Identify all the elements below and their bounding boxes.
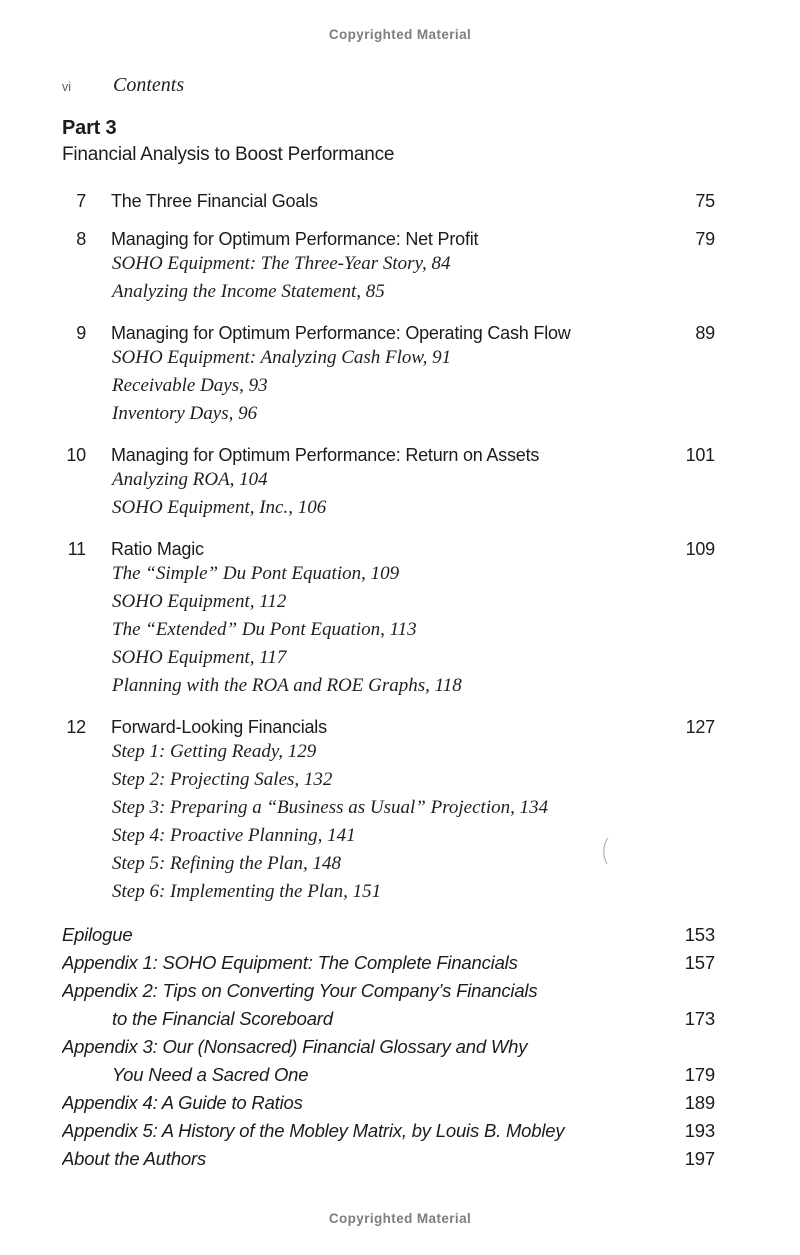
subsection-entry: SOHO Equipment: The Three-Year Story, 84 xyxy=(112,253,451,274)
backmatter-page-number: 197 xyxy=(684,1148,715,1169)
backmatter-title: Appendix 2: Tips on Converting Your Comp… xyxy=(62,980,538,1001)
subsection-entry: Step 2: Projecting Sales, 132 xyxy=(112,769,333,790)
backmatter-title: Appendix 1: SOHO Equipment: The Complete… xyxy=(62,952,518,973)
backmatter-page-number: 179 xyxy=(684,1064,715,1085)
chapter-row: 12 Forward-Looking Financials 127 xyxy=(62,716,715,738)
backmatter-entry-appendix-2-continued: to the Financial Scoreboard 173 xyxy=(62,1005,715,1033)
subsection-entry: SOHO Equipment, 117 xyxy=(112,647,287,668)
subsection-entry: Inventory Days, 96 xyxy=(112,403,258,424)
subsection-entry: Step 1: Getting Ready, 129 xyxy=(112,741,317,762)
chapter-row: 8 Managing for Optimum Performance: Net … xyxy=(62,228,715,250)
backmatter-title: Appendix 3: Our (Nonsacred) Financial Gl… xyxy=(62,1036,528,1057)
backmatter-entry-appendix-1: Appendix 1: SOHO Equipment: The Complete… xyxy=(62,949,715,977)
chapter-row: 9 Managing for Optimum Performance: Oper… xyxy=(62,322,715,344)
backmatter-page-number: 173 xyxy=(684,1008,715,1029)
part-title: Financial Analysis to Boost Performance xyxy=(62,144,395,165)
chapter-title: Ratio Magic xyxy=(111,539,204,559)
chapter-page-number: 79 xyxy=(695,229,715,249)
chapter-toc-list: 7 The Three Financial Goals 75 8 Managin… xyxy=(62,190,715,906)
backmatter-title: Appendix 4: A Guide to Ratios xyxy=(62,1092,303,1113)
chapter-title: Managing for Optimum Performance: Return… xyxy=(111,445,540,465)
chapter-page-number: 89 xyxy=(695,323,715,343)
subsection-entry: Step 6: Implementing the Plan, 151 xyxy=(112,881,382,902)
backmatter-page-number: 157 xyxy=(684,952,715,973)
backmatter-entry-appendix-3: Appendix 3: Our (Nonsacred) Financial Gl… xyxy=(62,1033,715,1061)
backmatter-entry-appendix-4: Appendix 4: A Guide to Ratios 189 xyxy=(62,1089,715,1117)
chapter-page-number: 127 xyxy=(685,717,716,737)
toc-chapter-12: 12 Forward-Looking Financials 127 Step 1… xyxy=(62,716,715,906)
subsection-entry: The “Extended” Du Pont Equation, 113 xyxy=(112,619,417,640)
backmatter-page-number: 153 xyxy=(684,924,715,945)
chapter-row: 11 Ratio Magic 109 xyxy=(62,538,715,560)
chapter-number: 9 xyxy=(76,323,86,343)
chapter-title: Forward-Looking Financials xyxy=(111,717,327,737)
subsection-entry: Analyzing the Income Statement, 85 xyxy=(112,281,385,302)
chapter-number: 12 xyxy=(66,717,86,737)
subsection-entry: SOHO Equipment: Analyzing Cash Flow, 91 xyxy=(112,347,452,368)
toc-chapter-9: 9 Managing for Optimum Performance: Oper… xyxy=(62,322,715,428)
chapter-page-number: 101 xyxy=(685,445,716,465)
chapter-row: 7 The Three Financial Goals 75 xyxy=(62,190,715,212)
chapter-number: 7 xyxy=(76,191,86,211)
subsection-entry: Step 4: Proactive Planning, 141 xyxy=(112,825,356,846)
running-header: vi Contents xyxy=(62,74,184,97)
chapter-number: 8 xyxy=(76,229,86,249)
chapter-row: 10 Managing for Optimum Performance: Ret… xyxy=(62,444,715,466)
backmatter-entry-about-authors: About the Authors 197 xyxy=(62,1145,715,1173)
subsection-entry: Planning with the ROA and ROE Graphs, 11… xyxy=(112,675,462,696)
chapter-number: 11 xyxy=(67,539,86,559)
back-matter-list: Epilogue 153 Appendix 1: SOHO Equipment:… xyxy=(62,921,715,1173)
backmatter-entry-appendix-2: Appendix 2: Tips on Converting Your Comp… xyxy=(62,977,715,1005)
subsection-entry: SOHO Equipment, 112 xyxy=(112,591,287,612)
toc-chapter-11: 11 Ratio Magic 109 The “Simple” Du Pont … xyxy=(62,538,715,700)
toc-chapter-8: 8 Managing for Optimum Performance: Net … xyxy=(62,228,715,306)
subsection-entry: The “Simple” Du Pont Equation, 109 xyxy=(112,563,400,584)
backmatter-entry-appendix-5: Appendix 5: A History of the Mobley Matr… xyxy=(62,1117,715,1145)
backmatter-entry-appendix-3-continued: You Need a Sacred One 179 xyxy=(62,1061,715,1089)
backmatter-page-number: 189 xyxy=(684,1092,715,1113)
backmatter-entry-epilogue: Epilogue 153 xyxy=(62,921,715,949)
subsection-entry: SOHO Equipment, Inc., 106 xyxy=(112,497,327,518)
toc-chapter-10: 10 Managing for Optimum Performance: Ret… xyxy=(62,444,715,522)
subsection-entry: Step 5: Refining the Plan, 148 xyxy=(112,853,342,874)
running-title: Contents xyxy=(113,74,185,96)
chapter-title: The Three Financial Goals xyxy=(111,191,318,211)
chapter-number: 10 xyxy=(66,445,86,465)
part-heading: Part 3 Financial Analysis to Boost Perfo… xyxy=(62,116,394,170)
chapter-title: Managing for Optimum Performance: Net Pr… xyxy=(111,229,479,249)
toc-chapter-7: 7 The Three Financial Goals 75 xyxy=(62,190,715,212)
chapter-title: Managing for Optimum Performance: Operat… xyxy=(111,323,571,343)
subsection-entry: Analyzing ROA, 104 xyxy=(112,469,268,490)
copyright-notice-top: Copyrighted Material xyxy=(328,27,472,42)
subsection-entry: Receivable Days, 93 xyxy=(112,375,268,396)
backmatter-title: Epilogue xyxy=(62,924,133,945)
backmatter-title-continuation: You Need a Sacred One xyxy=(112,1064,309,1085)
backmatter-title: Appendix 5: A History of the Mobley Matr… xyxy=(62,1120,565,1141)
backmatter-title: About the Authors xyxy=(62,1148,207,1169)
chapter-page-number: 75 xyxy=(695,191,715,211)
chapter-page-number: 109 xyxy=(685,539,716,559)
part-label: Part 3 xyxy=(62,117,117,139)
backmatter-page-number: 193 xyxy=(684,1120,715,1141)
page-folio: vi xyxy=(62,80,72,94)
backmatter-title-continuation: to the Financial Scoreboard xyxy=(112,1008,333,1029)
subsection-entry: Step 3: Preparing a “Business as Usual” … xyxy=(112,797,549,818)
copyright-notice-bottom: Copyrighted Material xyxy=(328,1211,472,1226)
